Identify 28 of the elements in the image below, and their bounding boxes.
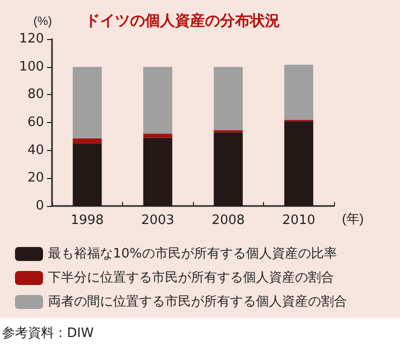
bar — [284, 121, 314, 206]
legend-label: 最も裕福な10%の市民が所有する個人資産の比率 — [48, 246, 337, 262]
x-axis-title: (年) — [342, 211, 364, 226]
bar — [143, 66, 172, 134]
bar — [143, 138, 172, 206]
y-tick-label: 80 — [27, 87, 44, 102]
y-tick-label: 60 — [27, 115, 44, 130]
bar — [214, 132, 243, 206]
chart-title: ドイツの個人資産の分布状況 — [85, 12, 280, 30]
bar — [72, 66, 102, 139]
x-tick-label: 2008 — [212, 213, 245, 228]
legend-label: 両者の間に位置する市民が所有する個人資産の割合 — [48, 294, 347, 310]
x-tick-label: 1998 — [70, 213, 104, 228]
y-axis-title: (%) — [33, 14, 52, 28]
bar — [214, 66, 243, 130]
bar — [143, 134, 172, 138]
y-tick-label: 120 — [19, 32, 44, 46]
x-tick-label: 2003 — [141, 213, 174, 228]
y-tick-label: 0 — [36, 198, 44, 214]
text: 参考資料：DIW — [1, 325, 95, 342]
x-tick-label: 2010 — [282, 213, 316, 228]
y-tick-label: 40 — [27, 142, 44, 158]
legend-label: 下半分に位置する市民が所有する個人資産の割合 — [48, 270, 334, 286]
y-tick-label: 20 — [27, 170, 44, 186]
y-tick-label: 100 — [19, 59, 44, 74]
bar — [72, 138, 102, 144]
bar — [284, 64, 314, 120]
bar — [72, 143, 102, 206]
